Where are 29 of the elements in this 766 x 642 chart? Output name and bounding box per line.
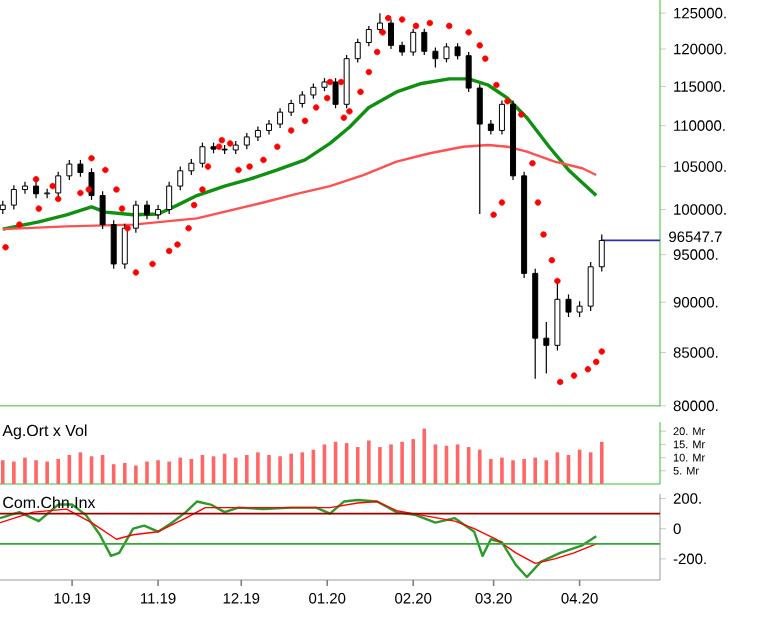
candlestick <box>143 200 150 220</box>
candlestick <box>587 261 594 312</box>
candlestick <box>277 107 284 129</box>
candlestick <box>565 293 572 318</box>
candlestick <box>376 12 383 34</box>
candlestick <box>465 51 472 93</box>
candlestick <box>99 190 106 230</box>
line-series <box>0 498 598 579</box>
candlestick <box>543 321 550 375</box>
candlestick <box>121 223 128 270</box>
candlestick <box>365 25 372 47</box>
candlestick <box>432 47 439 69</box>
candlestick <box>354 38 361 63</box>
candlestick <box>21 181 28 195</box>
candlestick <box>166 181 173 215</box>
candlestick <box>443 42 450 63</box>
candlestick <box>66 159 73 181</box>
candlestick <box>476 83 483 215</box>
candlestick <box>155 204 162 220</box>
candlestick <box>10 184 17 211</box>
candlestick <box>421 28 428 56</box>
candlestick <box>44 188 51 199</box>
line-series <box>1 77 598 231</box>
candlestick <box>110 219 117 270</box>
candlestick <box>177 165 184 191</box>
line-series <box>1 143 598 231</box>
candlestick <box>132 200 139 234</box>
candlestick <box>598 233 605 273</box>
candlestick <box>388 18 395 50</box>
